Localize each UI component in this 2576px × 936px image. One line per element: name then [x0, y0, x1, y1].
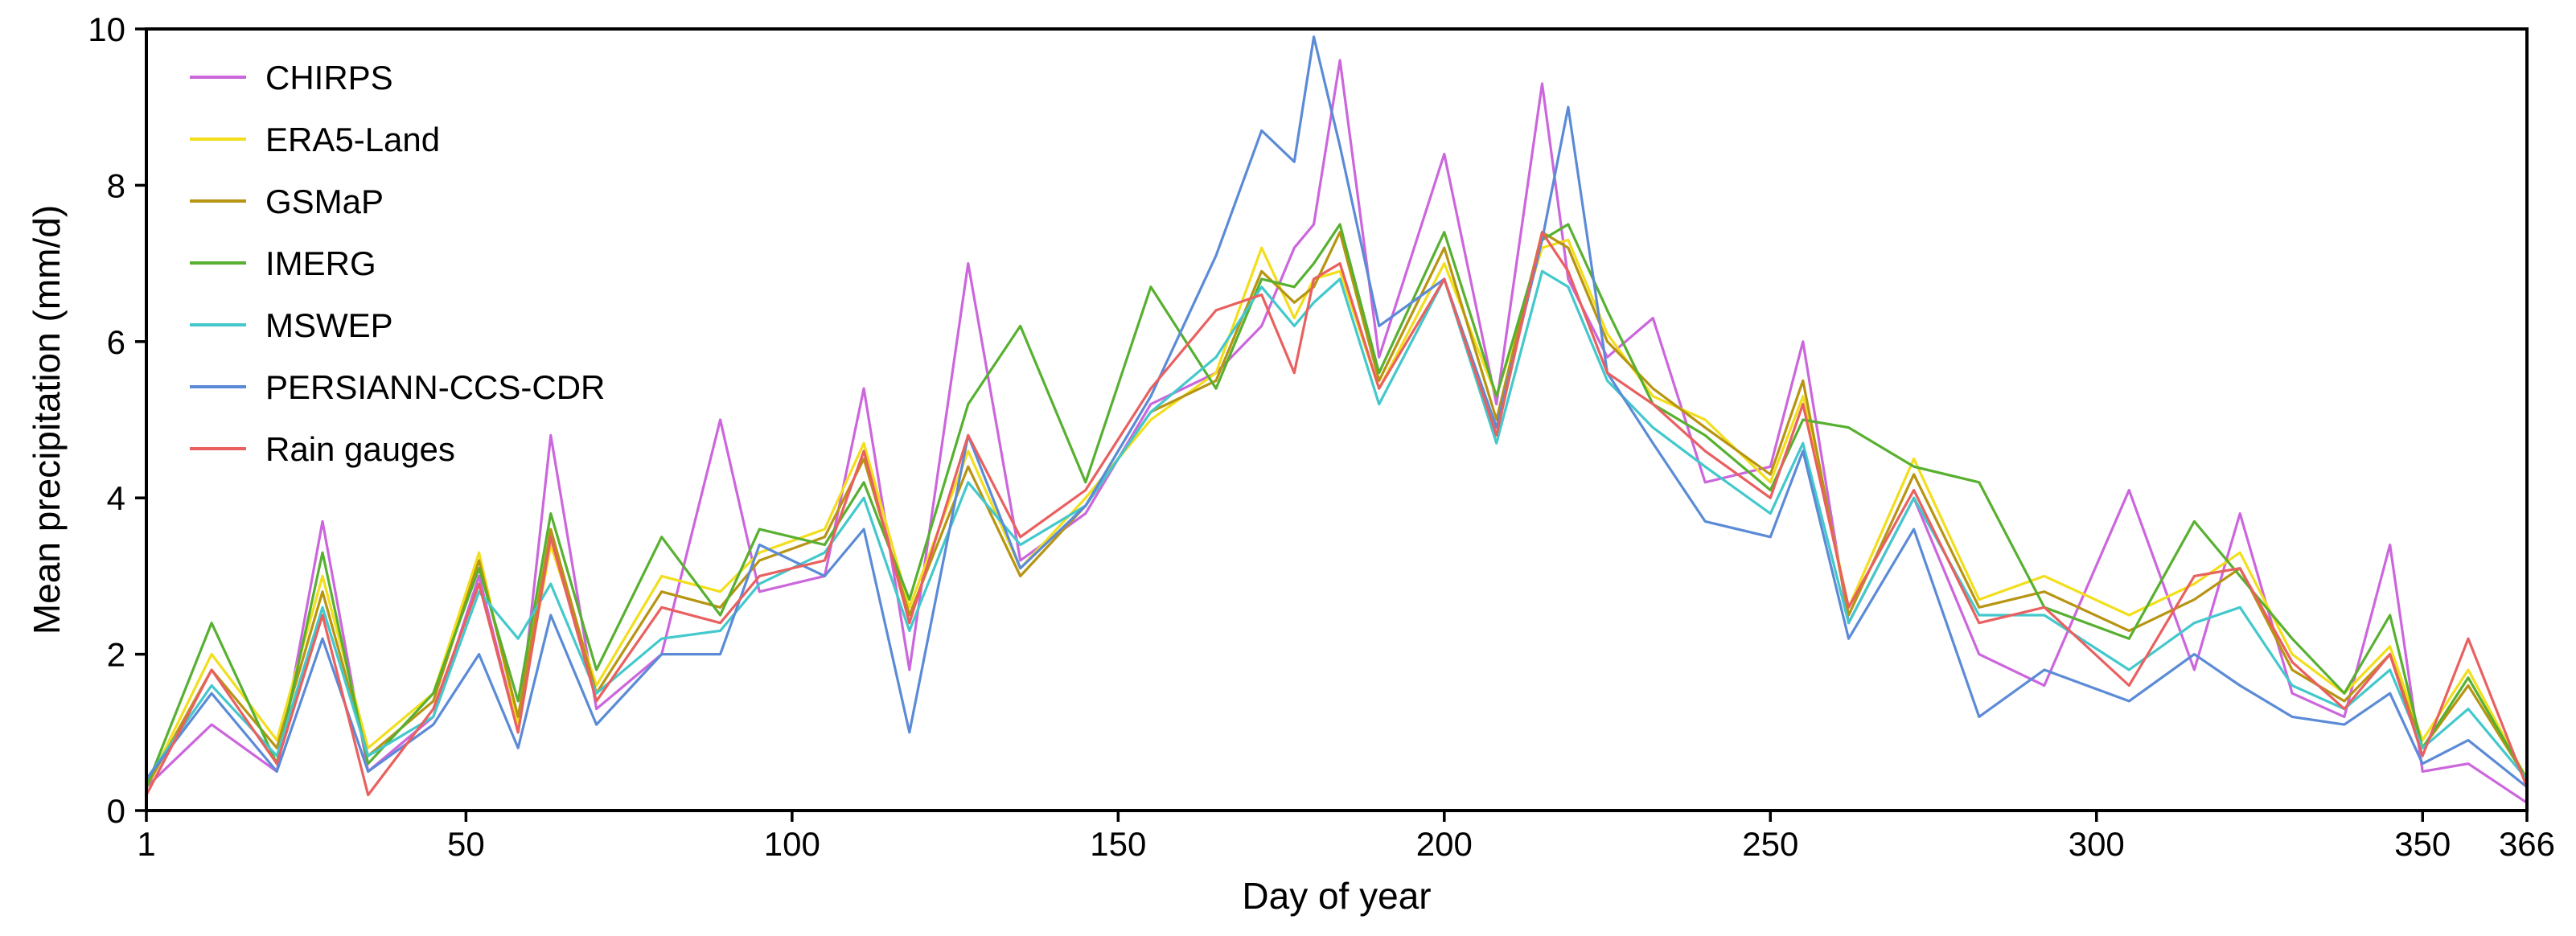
y-tick-label: 2: [107, 636, 125, 674]
y-tick-label: 6: [107, 323, 125, 361]
legend-label-mswep: MSWEP: [265, 306, 393, 344]
legend-label-chirps: CHIRPS: [265, 59, 393, 96]
x-axis-label: Day of year: [1242, 875, 1431, 917]
series-line-rain-gauges: [145, 231, 2529, 797]
x-tick-label: 366: [2499, 825, 2555, 863]
x-tick-label: 1: [137, 825, 155, 863]
x-tick-label: 100: [764, 825, 820, 863]
legend-label-imerg: IMERG: [265, 244, 376, 282]
y-tick-label: 0: [107, 792, 125, 830]
x-tick-label: 350: [2394, 825, 2451, 863]
legend-label-gsmap: GSMaP: [265, 183, 384, 220]
legend-label-rain-gauges: Rain gauges: [265, 430, 455, 468]
y-tick-label: 10: [88, 10, 125, 48]
y-tick-label: 4: [107, 479, 125, 517]
series-line-mswep: [145, 269, 2529, 781]
plot-frame: [145, 27, 2529, 812]
series-line-imerg: [145, 223, 2529, 789]
x-tick-label: 150: [1090, 825, 1146, 863]
legend-label-persiann-ccs-cdr: PERSIANN-CCS-CDR: [265, 368, 605, 406]
y-axis-label: Mean precipitation (mm/d): [26, 205, 68, 634]
x-tick-label: 300: [2069, 825, 2125, 863]
y-tick-label: 8: [107, 166, 125, 204]
series-line-era5-land: [145, 238, 2529, 789]
legend: CHIRPS ERA5-Land GSMaP IMERG MSWEP PERSIANN-C…: [190, 59, 605, 468]
series-line-gsmap: [145, 231, 2529, 789]
series-line-chirps: [145, 59, 2529, 804]
series-layer: [145, 35, 2529, 804]
x-tick-label: 250: [1742, 825, 1798, 863]
legend-label-era5-land: ERA5-Land: [265, 121, 440, 158]
series-line-persiann-ccs-cdr: [145, 35, 2529, 789]
x-tick-label: 200: [1416, 825, 1473, 863]
x-tick-label: 50: [447, 825, 485, 863]
